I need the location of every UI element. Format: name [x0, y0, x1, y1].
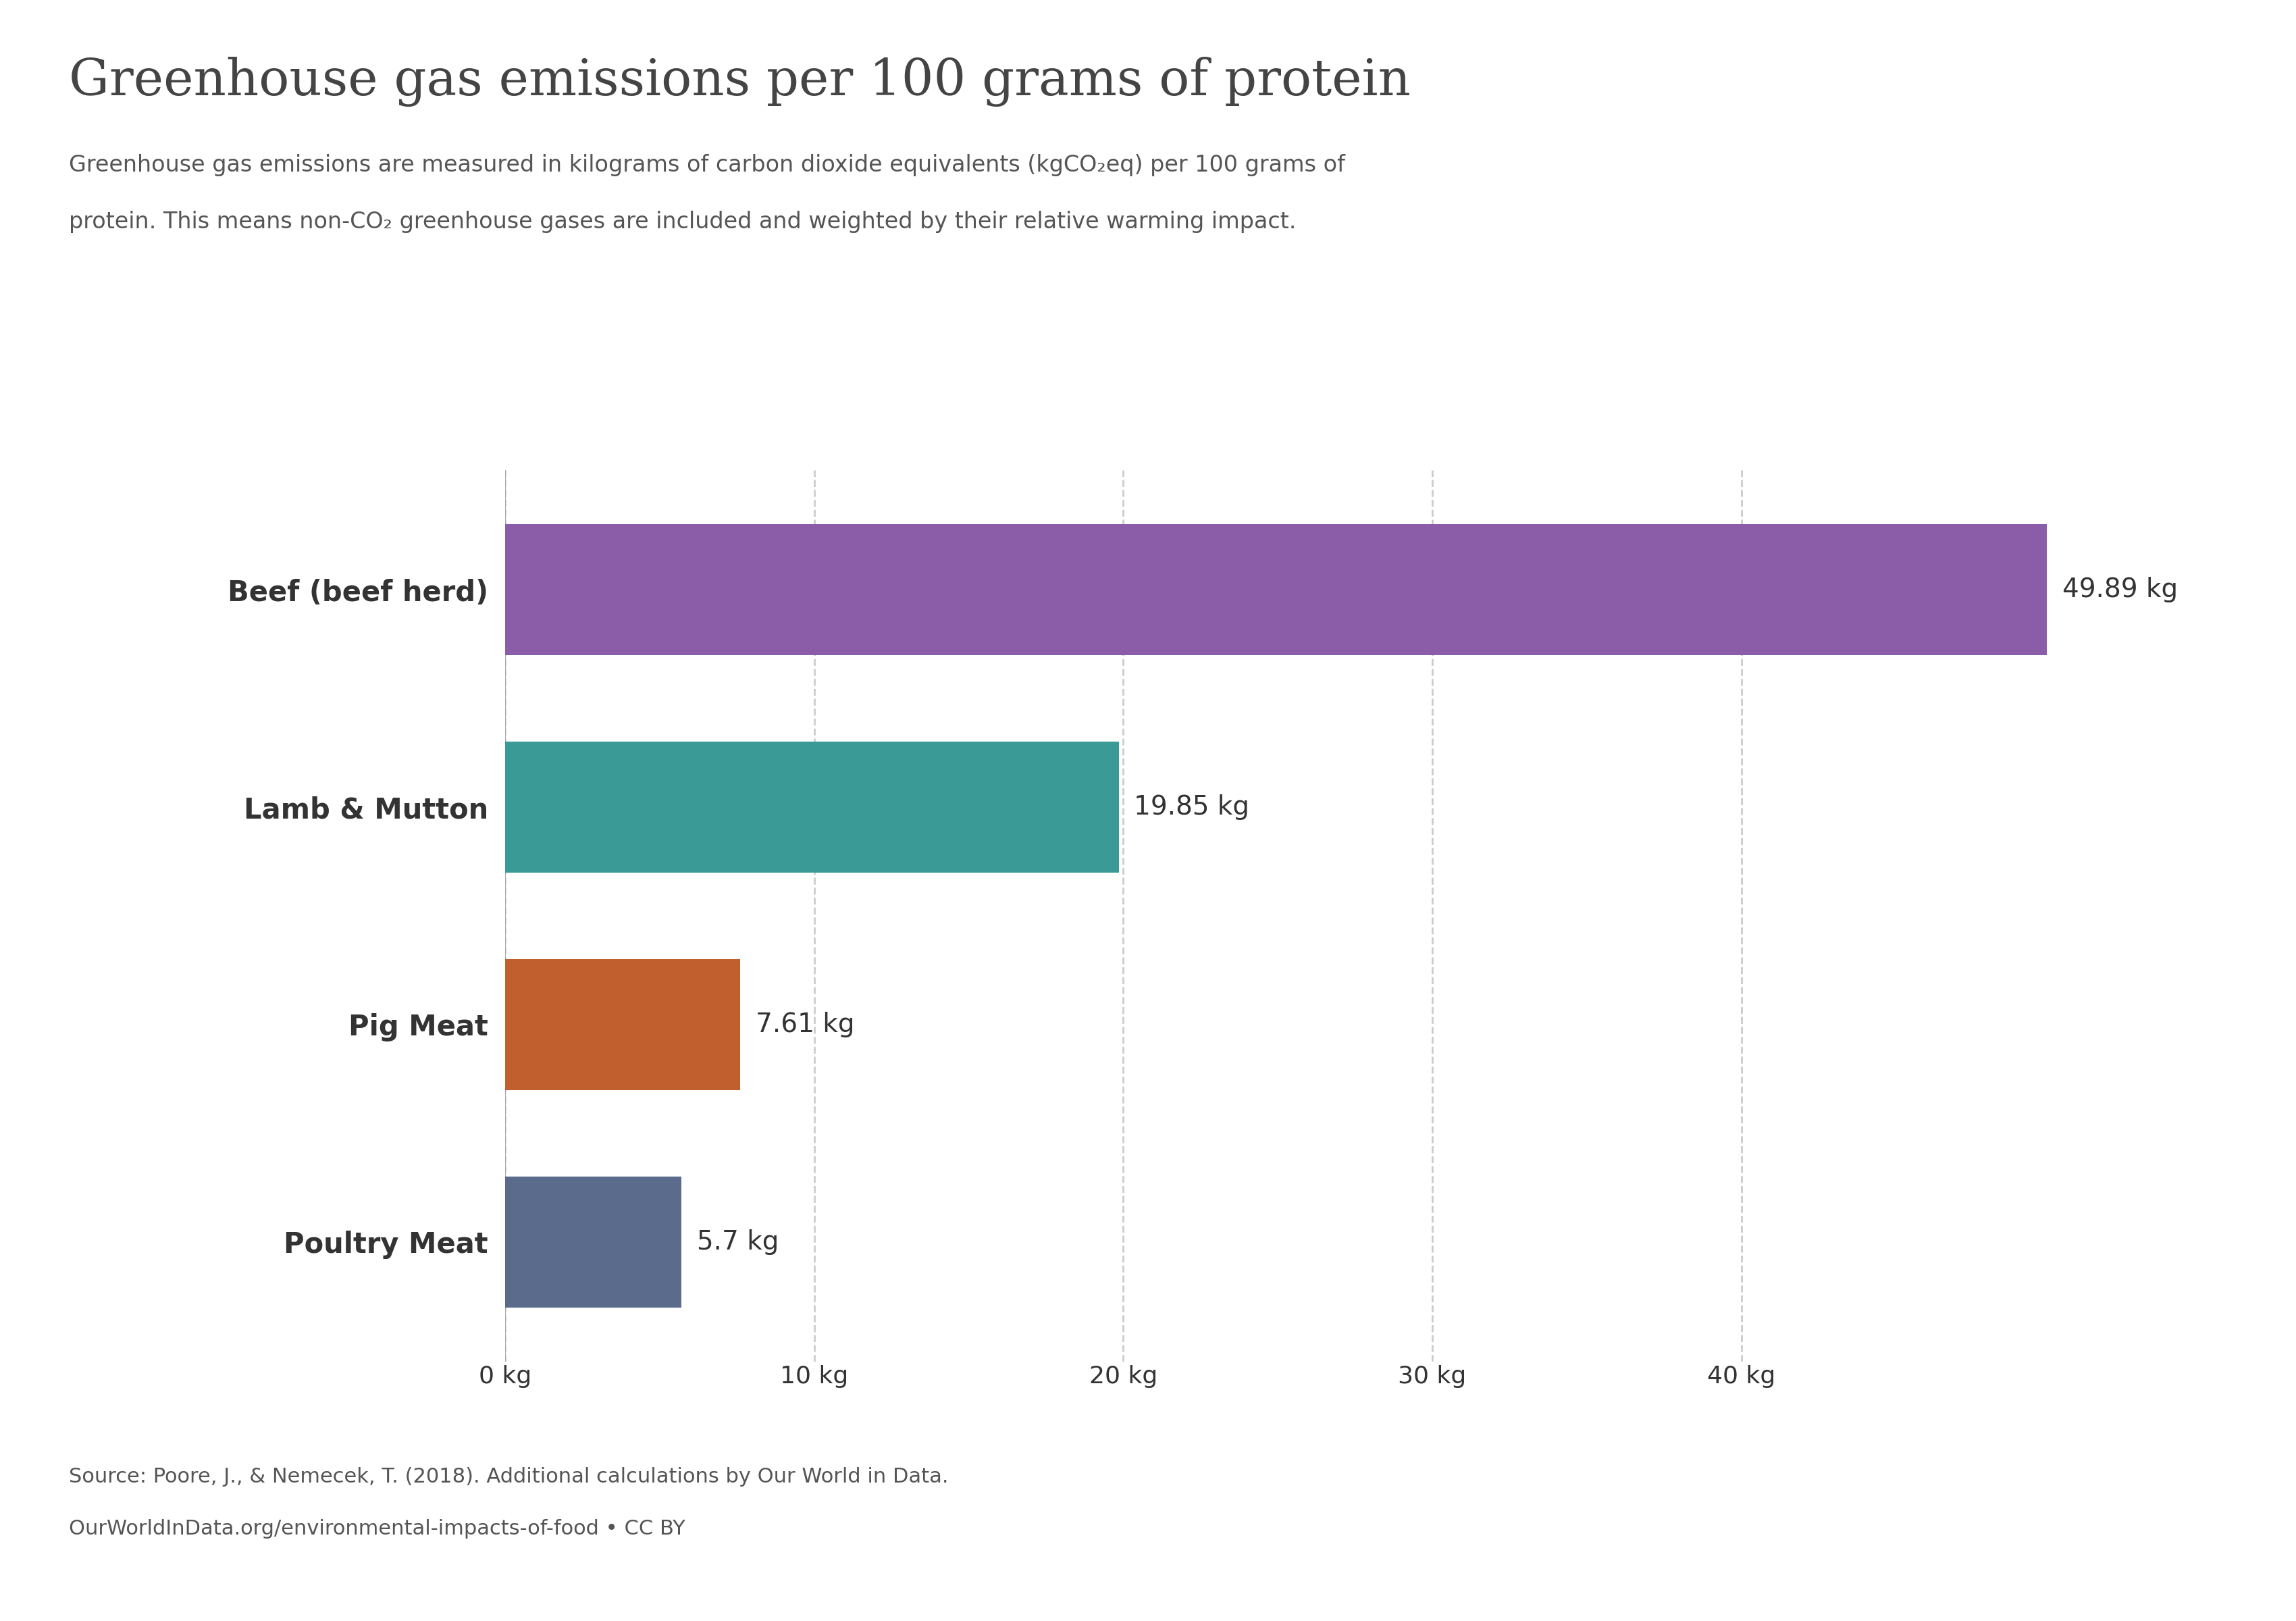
Text: 5.7 kg: 5.7 kg: [696, 1229, 778, 1255]
Text: Greenhouse gas emissions per 100 grams of protein: Greenhouse gas emissions per 100 grams o…: [69, 57, 1410, 107]
Text: Greenhouse gas emissions are measured in kilograms of carbon dioxide equivalents: Greenhouse gas emissions are measured in…: [69, 154, 1345, 177]
Text: 7.61 kg: 7.61 kg: [755, 1012, 854, 1037]
Bar: [505, 1177, 682, 1307]
Text: in Data: in Data: [2055, 128, 2142, 149]
Bar: [505, 525, 2048, 655]
Text: OurWorldInData.org/environmental-impacts-of-food • CC BY: OurWorldInData.org/environmental-impacts…: [69, 1519, 684, 1538]
Text: 19.85 kg: 19.85 kg: [1134, 794, 1249, 820]
Text: 49.89 kg: 49.89 kg: [2062, 577, 2179, 603]
Text: protein. This means non-CO₂ greenhouse gases are included and weighted by their : protein. This means non-CO₂ greenhouse g…: [69, 211, 1297, 233]
Text: Source: Poore, J., & Nemecek, T. (2018). Additional calculations by Our World in: Source: Poore, J., & Nemecek, T. (2018).…: [69, 1467, 948, 1486]
Bar: [505, 742, 1118, 872]
Bar: [505, 960, 739, 1089]
Text: Our World: Our World: [2037, 62, 2161, 83]
